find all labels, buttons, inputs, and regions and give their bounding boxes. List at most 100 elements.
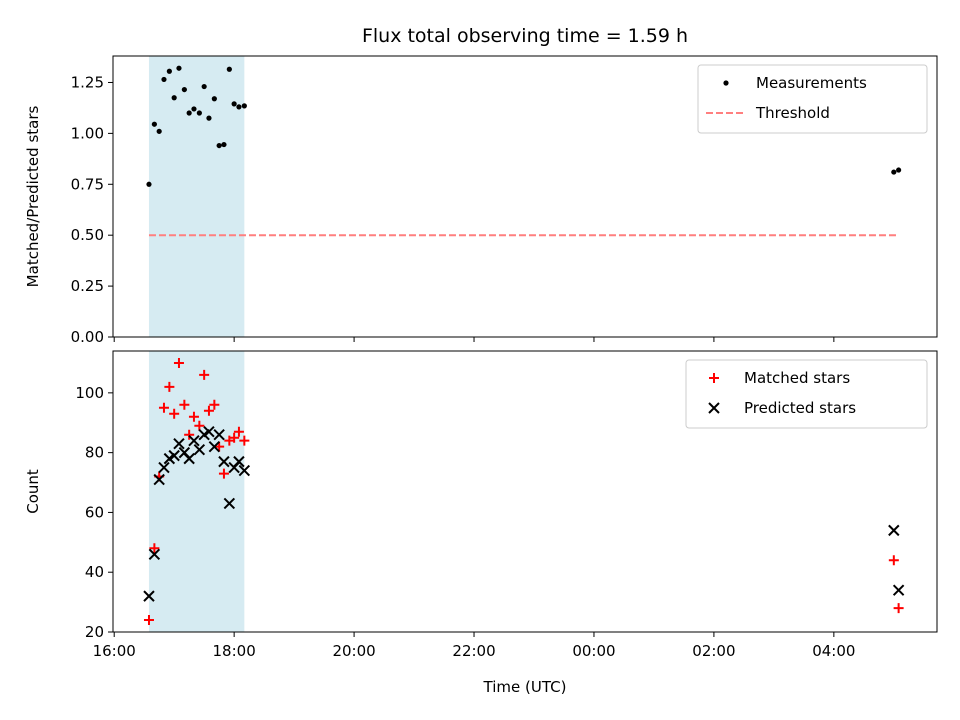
data-point: [146, 181, 152, 187]
data-point: [223, 497, 236, 510]
data-point: [151, 121, 157, 127]
y-tick-label: 80: [85, 444, 104, 462]
series-predicted-stars: [143, 426, 905, 602]
x-tick-label: 00:00: [572, 642, 615, 660]
data-point: [186, 110, 192, 116]
data-point: [191, 106, 197, 112]
data-point: [158, 461, 170, 474]
x-axis-label: Time (UTC): [483, 678, 567, 696]
data-point: [143, 590, 155, 602]
data-point: [213, 428, 225, 441]
data-point: [238, 464, 251, 477]
plot-frame: [112, 55, 938, 338]
data-point: [176, 65, 182, 71]
y-tick-label: 1.25: [71, 73, 104, 91]
data-point: [229, 432, 240, 443]
data-point: [169, 408, 180, 419]
panel-ratio: 0.00 0.25 0.50 0.75 1.00 1.25 Matched/Predicte…: [24, 55, 938, 346]
observing-span: [148, 351, 245, 632]
data-point: [888, 555, 899, 566]
y-tick-label: 0.75: [71, 175, 104, 193]
data-point: [168, 449, 180, 462]
data-point: [149, 543, 160, 554]
data-point: [236, 104, 242, 110]
plot-frame: [112, 350, 938, 633]
data-point: [173, 357, 184, 368]
data-point: [209, 399, 220, 410]
data-point: [188, 434, 200, 447]
data-point: [201, 83, 207, 90]
data-point: [231, 101, 237, 107]
y-tick-label: 0.25: [71, 277, 104, 295]
data-point: [179, 399, 190, 410]
data-point: [218, 455, 230, 468]
data-point: [239, 435, 250, 446]
y-tick-label: 40: [85, 563, 104, 581]
series-measurements: [146, 65, 902, 187]
data-point: [199, 369, 210, 380]
x-tick-label: 20:00: [332, 642, 375, 660]
x-tick-label: 16:00: [93, 642, 136, 660]
data-point: [166, 68, 172, 74]
data-point: [181, 86, 187, 93]
panel-count: 20 40 60 80 100 16:00 18:00 20:00 22:00 00:00 02:0…: [24, 350, 938, 696]
data-point: [158, 402, 169, 413]
legend: Measurements Threshold: [697, 64, 928, 134]
data-point: [218, 468, 229, 479]
data-point: [161, 76, 167, 83]
data-point: [208, 440, 221, 453]
series-matched-stars: [143, 357, 904, 626]
data-point: [206, 115, 212, 121]
data-point: [221, 141, 227, 148]
data-point: [143, 615, 154, 626]
data-point: [214, 441, 225, 452]
legend-label: Matched stars: [744, 369, 850, 387]
data-point: [183, 452, 195, 465]
y-tick-label: 100: [75, 384, 104, 402]
data-point: [216, 142, 222, 149]
y-axis-label: Matched/Predicted stars: [24, 106, 42, 288]
y-tick-label: 20: [85, 623, 104, 641]
data-point: [891, 169, 897, 175]
data-point: [196, 110, 202, 116]
data-point: [226, 66, 232, 72]
legend-marker: [723, 80, 729, 86]
data-point: [193, 443, 206, 456]
data-point: [153, 473, 165, 486]
data-point: [184, 429, 195, 440]
legend-box: [697, 64, 928, 134]
data-point: [241, 103, 247, 109]
x-tick-label: 02:00: [692, 642, 735, 660]
data-point: [896, 167, 902, 173]
y-tick-label: 0.50: [71, 226, 104, 244]
data-point: [156, 128, 162, 134]
x-tick-label: 18:00: [213, 642, 256, 660]
data-point: [233, 426, 244, 437]
y-tick-label: 1.00: [71, 124, 104, 142]
data-point: [233, 455, 245, 468]
y-tick-label: 60: [85, 503, 104, 521]
legend-label: Predicted stars: [744, 399, 856, 417]
data-point: [203, 426, 215, 438]
data-point: [188, 411, 199, 422]
legend-marker: [709, 373, 719, 383]
legend-label: Measurements: [756, 74, 867, 92]
x-tick-label: 22:00: [452, 642, 495, 660]
data-point: [888, 524, 900, 537]
data-point: [148, 548, 161, 560]
chart-title: Flux total observing time = 1.59 h: [362, 25, 688, 47]
legend-label: Threshold: [755, 104, 830, 122]
y-tick-label: 0.00: [71, 328, 104, 346]
data-point: [203, 405, 214, 416]
data-point: [211, 96, 217, 102]
x-tick-label: 04:00: [812, 642, 855, 660]
y-axis-label: Count: [24, 469, 42, 514]
legend: Matched stars Predicted stars: [685, 359, 928, 429]
data-point: [164, 381, 175, 392]
observing-span: [148, 56, 245, 337]
data-point: [892, 584, 905, 596]
legend-marker: [708, 402, 720, 414]
data-point: [194, 420, 205, 431]
data-point: [893, 603, 904, 614]
